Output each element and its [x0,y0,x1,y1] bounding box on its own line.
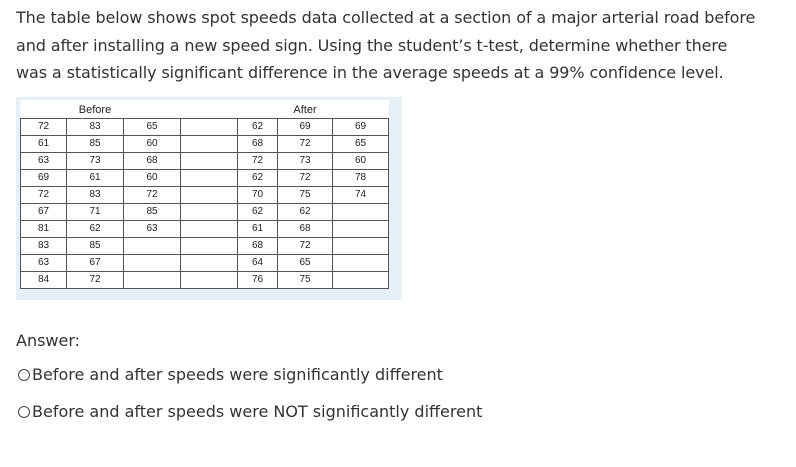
option-label: Before and after speeds were NOT signifi… [32,402,483,421]
table-cell: 68 [277,220,333,238]
table-row: 72 83 65 62 69 69 [20,118,389,136]
table-row: 83 85 68 72 [20,237,389,255]
answer-label: Answer: [16,331,81,350]
question-line-2: and after installing a new speed sign. U… [16,35,728,55]
table-cell [180,254,238,272]
table-cell: 74 [332,186,389,204]
table-cell [180,271,238,289]
table-cell: 72 [123,186,181,204]
table-cell [123,237,181,255]
question-line-1: The table below shows spot speeds data c… [16,8,756,27]
table-cell: 72 [277,169,333,187]
table-cell [180,220,238,238]
table-row: 81 62 63 61 68 [20,220,389,238]
table-cell: 62 [237,203,278,221]
table-cell: 84 [20,271,67,289]
table-cell: 85 [66,237,124,255]
table-cell: 68 [123,152,181,170]
table-cell [332,220,389,238]
table-cell: 73 [277,152,333,170]
table-cell: 60 [123,135,181,153]
question-line-3: was a statistically significant differen… [16,63,724,82]
table-body: 72 83 65 62 69 69 61 85 60 68 72 65 63 73 68 72 73 60 69 61… [20,118,389,289]
table-cell: 69 [20,169,67,187]
table-cell [332,203,389,221]
table-row: 72 83 72 70 75 74 [20,186,389,204]
table-row: 63 73 68 72 73 60 [20,152,389,170]
table-cell [332,254,389,272]
table-cell: 62 [237,118,278,136]
table-cell [180,203,238,221]
table-cell: 65 [277,254,333,272]
table-cell [332,237,389,255]
table-cell: 78 [332,169,389,187]
table-cell: 81 [20,220,67,238]
table-cell: 64 [237,254,278,272]
table-cell: 67 [20,203,67,221]
option-significant[interactable]: Before and after speeds were significant… [18,365,443,384]
table-cell: 62 [277,203,333,221]
table-cell: 69 [332,118,389,136]
table-cell [123,254,181,272]
table-cell [123,271,181,289]
table-cell: 69 [277,118,333,136]
table-cell: 68 [237,135,278,153]
table-row: 69 61 60 62 72 78 [20,169,389,187]
table-cell: 83 [66,118,124,136]
table-cell: 85 [123,203,181,221]
table-cell [180,118,238,136]
table-cell: 68 [237,237,278,255]
table-row: 61 85 60 68 72 65 [20,135,389,153]
table-cell: 75 [277,271,333,289]
table-cell: 62 [237,169,278,187]
option-label: Before and after speeds were significant… [32,365,443,384]
table-cell: 63 [20,254,67,272]
speed-data-image: Before After 72 83 65 62 69 69 61 85 60 68 72 65 63 7… [16,97,402,300]
table-cell: 72 [66,271,124,289]
table-header-row: Before After [20,100,389,119]
table-cell: 65 [123,118,181,136]
table-cell [180,237,238,255]
table-cell: 65 [332,135,389,153]
table-cell: 83 [66,186,124,204]
radio-button-icon[interactable] [18,405,30,418]
table-cell: 73 [66,152,124,170]
table-cell: 72 [237,152,278,170]
table-cell: 61 [237,220,278,238]
table-cell: 83 [20,237,67,255]
table-cell: 75 [277,186,333,204]
table-row: 63 67 64 65 [20,254,389,272]
radio-button-icon[interactable] [18,368,30,381]
table-cell: 62 [66,220,124,238]
table-cell: 72 [277,237,333,255]
table-row: 84 72 76 75 [20,271,389,289]
table-cell: 70 [237,186,278,204]
option-not-significant[interactable]: Before and after speeds were NOT signifi… [18,402,482,421]
table-cell: 76 [237,271,278,289]
table-cell: 85 [66,135,124,153]
table-cell: 63 [123,220,181,238]
table-cell: 60 [332,152,389,170]
before-header: Before [66,100,124,119]
after-header: After [277,100,333,119]
table-cell: 72 [20,118,67,136]
table-cell [180,186,238,204]
table-cell [180,169,238,187]
table-cell: 72 [20,186,67,204]
table-cell: 60 [123,169,181,187]
question-text: The table below shows spot speeds data c… [16,4,796,87]
table-cell [180,152,238,170]
table-cell: 61 [66,169,124,187]
speed-data-table: Before After 72 83 65 62 69 69 61 85 60 68 72 65 63 7… [20,100,389,289]
table-cell: 72 [277,135,333,153]
table-cell: 67 [66,254,124,272]
table-cell: 71 [66,203,124,221]
table-cell: 61 [20,135,67,153]
table-cell [332,271,389,289]
table-cell: 63 [20,152,67,170]
table-cell [180,135,238,153]
table-row: 67 71 85 62 62 [20,203,389,221]
